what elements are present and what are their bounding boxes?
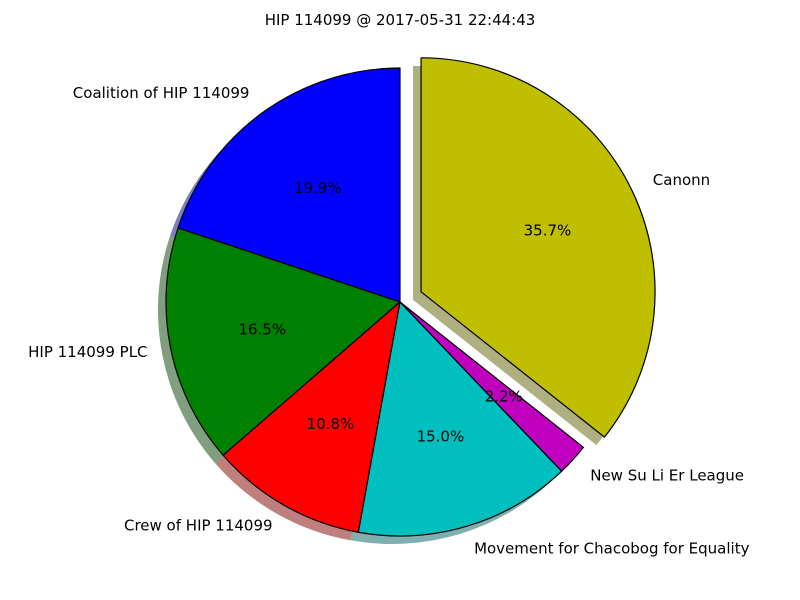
slice-hip-114099-plc: [165, 227, 401, 456]
slice-label-coalition-of-hip-114099: Coalition of HIP 114099: [73, 84, 250, 102]
percent-label-crew-of-hip-114099: 10.8%: [307, 415, 355, 433]
slice-wedges: [165, 57, 656, 537]
slice-new-su-li-er-league: [399, 301, 585, 472]
percent-label-new-su-li-er-league: 2.2%: [485, 388, 523, 406]
slice-movement-for-chacobog-for-equality: [357, 301, 563, 537]
chart-title: HIP 114099 @ 2017-05-31 22:44:43: [265, 11, 536, 29]
slice-label-new-su-li-er-league: New Su Li Er League: [590, 466, 744, 484]
slice-label-movement-for-chacobog-for-equality: Movement for Chacobog for Equality: [474, 540, 750, 558]
percent-label-hip-114099-plc: 16.5%: [238, 320, 286, 338]
slice-label-hip-114099-plc: HIP 114099 PLC: [28, 343, 147, 361]
percent-labels: 19.9% 16.5% 10.8% 15.0% 2.2% 35.7%: [238, 179, 571, 445]
percent-label-movement-for-chacobog-for-equality: 15.0%: [417, 427, 465, 445]
slice-canonn: [420, 57, 656, 438]
slice-coalition-of-hip-114099: [177, 67, 401, 303]
percent-label-canonn: 35.7%: [524, 222, 572, 240]
slice-labels: Coalition of HIP 114099 HIP 114099 PLC Cre…: [28, 84, 749, 557]
slice-label-crew-of-hip-114099: Crew of HIP 114099: [124, 517, 273, 535]
slice-label-canonn: Canonn: [653, 171, 710, 189]
percent-label-coalition-of-hip-114099: 19.9%: [294, 179, 342, 197]
slice-crew-of-hip-114099: [222, 301, 401, 533]
